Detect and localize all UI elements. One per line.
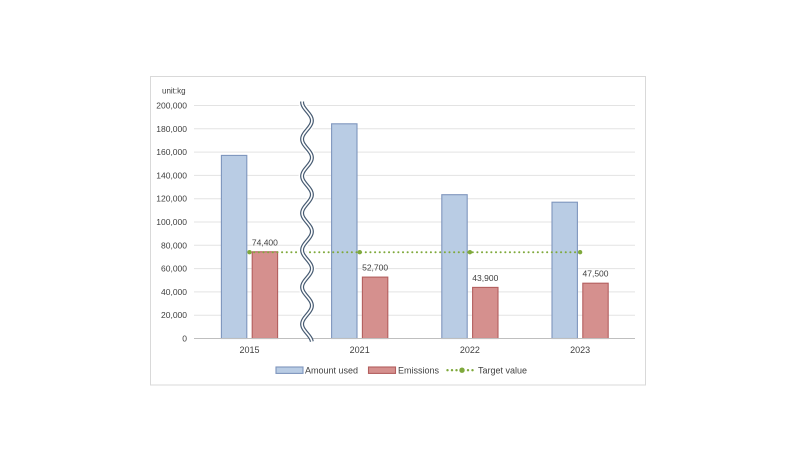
svg-text:180,000: 180,000 (156, 124, 187, 134)
svg-text:2021: 2021 (350, 345, 370, 355)
svg-text:60,000: 60,000 (161, 264, 187, 274)
svg-text:52,700: 52,700 (362, 263, 388, 273)
svg-text:0: 0 (182, 334, 187, 344)
svg-text:2015: 2015 (239, 345, 259, 355)
svg-text:2022: 2022 (460, 345, 480, 355)
svg-text:140,000: 140,000 (156, 170, 187, 180)
svg-text:unit:kg: unit:kg (162, 87, 186, 96)
svg-text:Amount used: Amount used (305, 366, 358, 376)
svg-text:43,900: 43,900 (472, 273, 498, 283)
svg-text:120,000: 120,000 (156, 194, 187, 204)
svg-text:Target value: Target value (478, 366, 527, 376)
svg-text:2023: 2023 (570, 345, 590, 355)
svg-text:20,000: 20,000 (161, 310, 187, 320)
svg-text:Emissions: Emissions (398, 366, 440, 376)
svg-text:40,000: 40,000 (161, 287, 187, 297)
svg-text:200,000: 200,000 (156, 101, 187, 111)
svg-text:47,500: 47,500 (583, 269, 609, 279)
svg-text:74,400: 74,400 (252, 237, 278, 247)
svg-text:80,000: 80,000 (161, 240, 187, 250)
svg-text:100,000: 100,000 (156, 217, 187, 227)
svg-text:160,000: 160,000 (156, 147, 187, 157)
